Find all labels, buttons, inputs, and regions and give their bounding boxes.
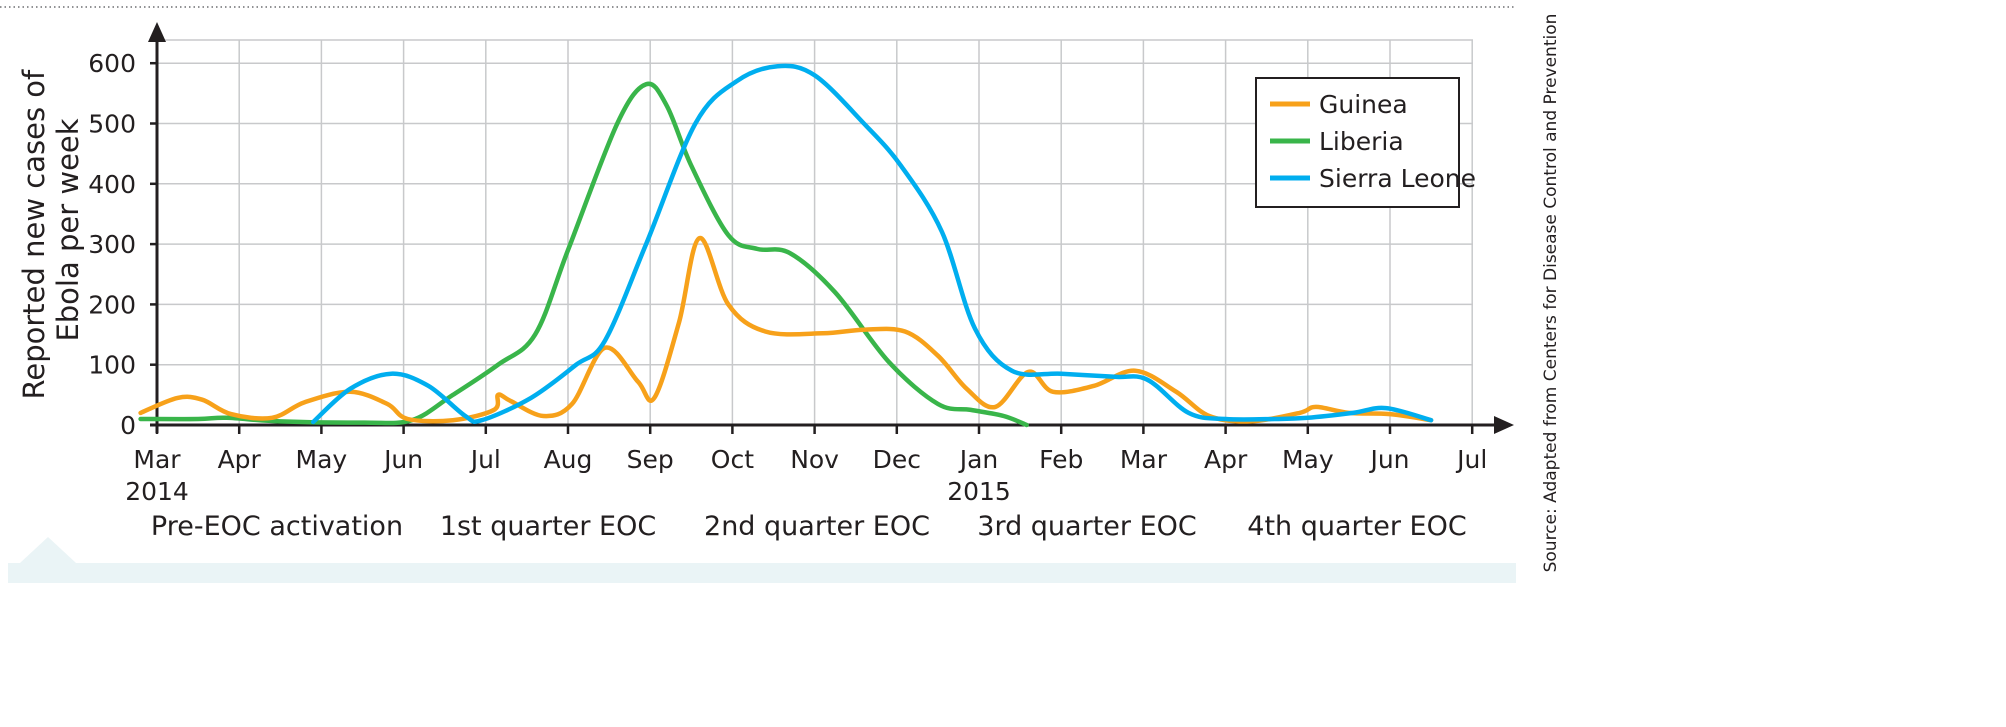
x-tick-label-12: Mar [1120,445,1168,474]
y-axis-title-line-2: Ebola per week [51,118,85,341]
x-tick-label-9: Dec [873,445,921,474]
y-tick-label-600: 600 [88,49,136,78]
x-tick-label-10: Jan [958,445,999,474]
period-label-1: Pre-EOC activation [151,511,403,542]
legend-label-sierra-leone: Sierra Leone [1319,164,1476,193]
series-line-liberia [138,81,1029,428]
y-tick-labels: 0 100 200 300 400 500 600 [88,49,157,440]
y-tick-label-500: 500 [88,110,136,139]
y-tick-label-100: 100 [88,351,136,380]
x-tick-label-16: Jul [1455,445,1487,474]
period-label-4: 3rd quarter EOC [977,511,1196,542]
series-line-guinea [138,235,1434,424]
series-line-sierra-leone [310,63,1434,425]
x-tick-label-11: Feb [1039,445,1083,474]
period-label-3: 2nd quarter EOC [704,511,930,542]
y-axis-arrow [148,22,166,42]
axes [148,22,1514,434]
x-tick-label-5: Aug [544,445,593,474]
period-label-2: 1st quarter EOC [440,511,656,542]
x-tick-label-0: Mar [133,445,181,474]
y-tick-label-300: 300 [88,230,136,259]
legend-label-guinea: Guinea [1319,90,1408,119]
x-year-label-2015: 2015 [947,477,1011,506]
x-tick-label-15: Jun [1368,445,1409,474]
x-tick-label-14: May [1282,445,1334,474]
x-tick-label-4: Jul [469,445,501,474]
x-tick-label-2: May [296,445,348,474]
y-tick-label-400: 400 [88,170,136,199]
footer-band [8,563,1516,583]
x-axis-arrow [1494,416,1514,434]
x-year-label-2014: 2014 [125,477,189,506]
y-axis-title-line-1: Reported new cases of [17,69,51,399]
x-tick-labels: Mar 2014 Apr May Jun Jul Aug Sep Oct Nov Dec Jan 201… [125,425,1487,506]
y-tick-label-200: 200 [88,290,136,319]
period-label-5: 4th quarter EOC [1247,511,1466,542]
y-axis-title: Reported new cases of Ebola per week [17,61,85,400]
x-tick-label-3: Jun [382,445,423,474]
x-tick-label-8: Nov [790,445,839,474]
x-tick-label-6: Sep [627,445,674,474]
legend: Guinea Liberia Sierra Leone [1255,77,1476,208]
footer-notch [20,537,76,563]
source-note: Source: Adapted from Centers for Disease… [1541,14,1561,573]
legend-label-liberia: Liberia [1319,127,1404,156]
x-tick-label-1: Apr [218,445,262,474]
y-tick-label-0: 0 [120,411,136,440]
series-lines [138,63,1434,428]
footer-callout [8,537,1516,583]
x-tick-label-13: Apr [1204,445,1248,474]
period-labels: Pre-EOC activation 1st quarter EOC 2nd qua… [151,511,1467,542]
x-tick-label-7: Oct [711,445,754,474]
